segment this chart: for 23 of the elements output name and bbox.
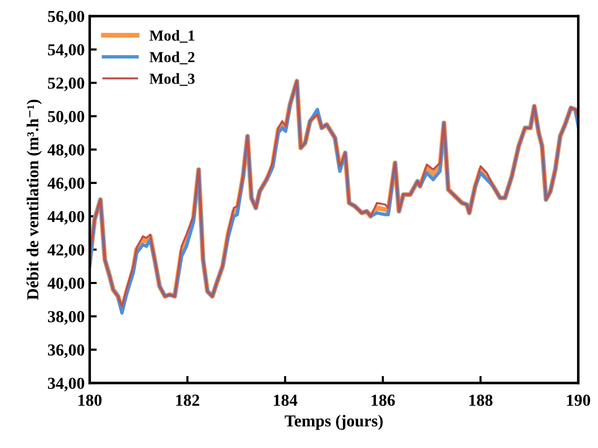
x-axis-title: Temps (jours) — [284, 414, 383, 430]
y-tick-label: 48,00 — [48, 144, 84, 158]
x-tick-label: 188 — [469, 394, 492, 406]
y-tick-label: 44,00 — [48, 210, 84, 225]
x-tick-label: 190 — [567, 394, 590, 406]
y-tick-label: 54,00 — [48, 44, 84, 58]
legend-label: Mod_2 — [150, 52, 194, 64]
y-tick-label: 36,00 — [48, 344, 84, 358]
x-tick-label: 180 — [78, 394, 102, 406]
x-tick-label: 182 — [176, 394, 200, 406]
x-tick-label: 186 — [372, 394, 395, 406]
y-tick-label: 34,00 — [48, 378, 84, 392]
y-tick-label: 56,00 — [48, 10, 84, 24]
y-axis-title: Débit de ventilation (m³.h⁻¹) — [26, 100, 42, 300]
legend-label: Mod_3 — [150, 73, 195, 86]
x-tick-label: 184 — [274, 394, 298, 406]
y-tick-label: 40,00 — [48, 278, 84, 292]
y-tick-label: 46,00 — [48, 178, 84, 192]
legend-label: Mod_1 — [150, 30, 194, 43]
y-tick-label: 42,00 — [48, 244, 84, 258]
y-tick-label: 38,00 — [48, 311, 84, 325]
y-tick-label: 52,00 — [48, 78, 84, 92]
y-tick-label: 50,00 — [48, 110, 84, 125]
